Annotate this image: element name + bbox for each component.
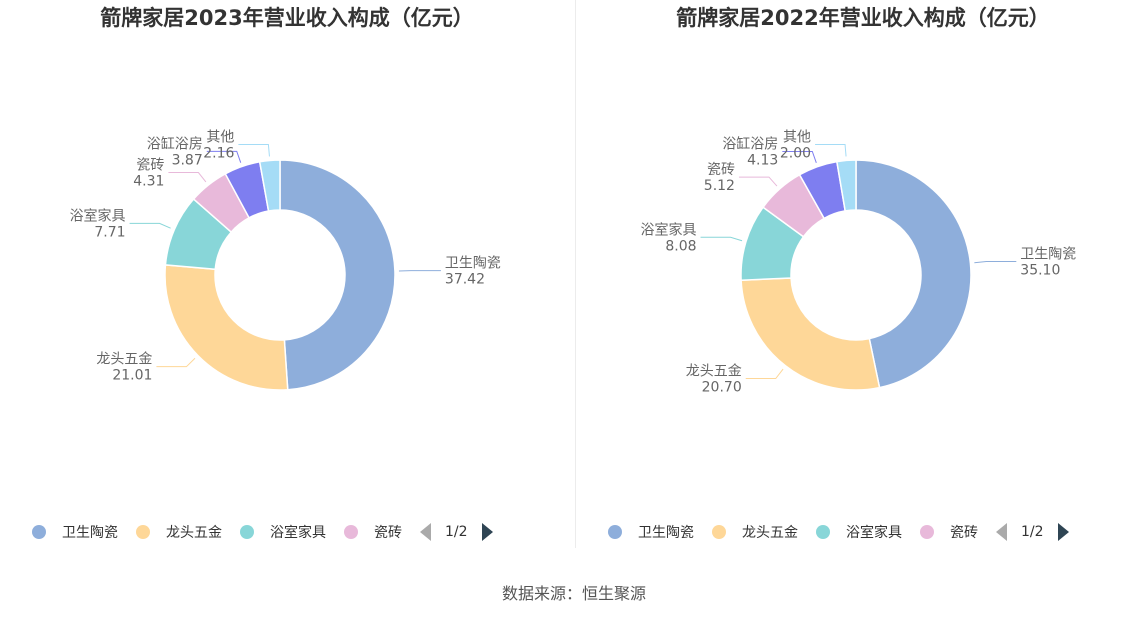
- legend: 卫生陶瓷 龙头五金 浴室家具 瓷砖 1/2: [608, 518, 1069, 546]
- chart-panel-2023: 箭牌家居2023年营业收入构成（亿元） 卫生陶瓷 37.42 龙头五金 21.01 浴室…: [0, 0, 574, 560]
- legend-item-1[interactable]: 龙头五金: [712, 522, 798, 542]
- slice-label: 龙头五金: [96, 352, 152, 368]
- legend-item-0[interactable]: 卫生陶瓷: [32, 522, 118, 542]
- slice-value-label: 5.12: [704, 178, 735, 194]
- legend-dot: [136, 525, 150, 539]
- pager-next-icon[interactable]: [481, 523, 493, 541]
- leader-line: [238, 144, 270, 157]
- slice-value-label: 20.70: [702, 380, 742, 396]
- leader-line: [782, 150, 817, 163]
- legend-label: 瓷砖: [374, 525, 402, 541]
- pager-next-icon[interactable]: [1057, 523, 1069, 541]
- slice-label: 其他: [206, 130, 234, 146]
- legend-item-3[interactable]: 瓷砖: [920, 522, 978, 542]
- chart-title: 箭牌家居2023年营业收入构成（亿元）: [100, 6, 474, 30]
- legend-item-0[interactable]: 卫生陶瓷: [608, 522, 694, 542]
- legend: 卫生陶瓷 龙头五金 浴室家具 瓷砖 1/2: [32, 518, 493, 546]
- slice-label: 浴缸浴房: [722, 135, 778, 152]
- legend-dot: [920, 525, 934, 539]
- slice-label: 卫生陶瓷: [445, 256, 501, 272]
- slice-label: 浴室家具: [70, 207, 126, 224]
- legend-dot: [608, 525, 622, 539]
- leader-line: [974, 261, 1017, 264]
- legend-item-1[interactable]: 龙头五金: [136, 522, 222, 542]
- legend-item-2[interactable]: 浴室家具: [240, 522, 326, 542]
- legend-label: 龙头五金: [166, 525, 222, 541]
- data-source-caption: 数据来源：恒生聚源: [501, 584, 646, 603]
- legend-pager: 1/2: [420, 523, 493, 541]
- slice-label: 卫生陶瓷: [1020, 247, 1076, 263]
- leader-line: [815, 143, 847, 157]
- leader-line: [700, 236, 743, 242]
- pie-slice-其他[interactable]: [835, 159, 857, 212]
- pie-slice-卫生陶瓷[interactable]: [279, 159, 396, 391]
- legend-dot: [240, 525, 254, 539]
- slice-value-label: 4.31: [133, 174, 164, 190]
- slice-label: 瓷砖: [136, 158, 164, 174]
- slice-value-label: 2.16: [203, 146, 234, 162]
- legend-label: 龙头五金: [742, 525, 798, 541]
- legend-item-2[interactable]: 浴室家具: [816, 522, 902, 542]
- slice-value-label: 21.01: [112, 368, 152, 384]
- legend-dot: [712, 525, 726, 539]
- pager-prev-icon[interactable]: [420, 523, 431, 541]
- legend-dot: [32, 525, 46, 539]
- slice-value-label: 8.08: [665, 238, 696, 254]
- slice-label: 龙头五金: [686, 364, 742, 380]
- legend-label: 瓷砖: [950, 525, 978, 541]
- legend-item-3[interactable]: 瓷砖: [344, 522, 402, 542]
- slice-label: 浴缸浴房: [147, 135, 203, 152]
- slice-value-label: 35.10: [1020, 263, 1060, 279]
- slice-label: 其他: [783, 129, 811, 145]
- leader-line: [168, 172, 207, 183]
- slice-value-label: 37.42: [445, 272, 485, 288]
- legend-dot: [344, 525, 358, 539]
- pie-slice-其他[interactable]: [258, 159, 281, 212]
- slice-value-label: 4.13: [747, 152, 778, 168]
- leader-line: [129, 222, 171, 229]
- legend-label: 卫生陶瓷: [638, 525, 694, 541]
- slice-value-label: 3.87: [172, 152, 203, 168]
- legend-pager: 1/2: [996, 523, 1069, 541]
- chart-panel-2022: 箭牌家居2022年营业收入构成（亿元） 卫生陶瓷 35.10 龙头五金 20.70 浴室…: [576, 0, 1148, 560]
- pie-slice-卫生陶瓷[interactable]: [855, 159, 972, 389]
- leader-line: [738, 176, 778, 187]
- pager-prev-icon[interactable]: [996, 523, 1007, 541]
- legend-label: 卫生陶瓷: [62, 525, 118, 541]
- slice-value-label: 7.71: [94, 224, 125, 240]
- leader-line: [745, 368, 784, 380]
- pie-slice-龙头五金[interactable]: [164, 264, 289, 391]
- leader-line: [156, 357, 196, 368]
- pager-page: 1/2: [445, 524, 468, 540]
- slice-label: 浴室家具: [641, 221, 697, 238]
- legend-label: 浴室家具: [846, 525, 902, 541]
- legend-label: 浴室家具: [270, 525, 326, 541]
- pager-page: 1/2: [1021, 524, 1044, 540]
- slice-value-label: 2.00: [780, 145, 811, 161]
- leader-line: [206, 150, 242, 163]
- slice-label: 瓷砖: [707, 162, 735, 178]
- panel-divider: [575, 0, 576, 548]
- chart-title: 箭牌家居2022年营业收入构成（亿元）: [676, 6, 1050, 30]
- legend-dot: [816, 525, 830, 539]
- pie-slice-龙头五金[interactable]: [740, 277, 881, 391]
